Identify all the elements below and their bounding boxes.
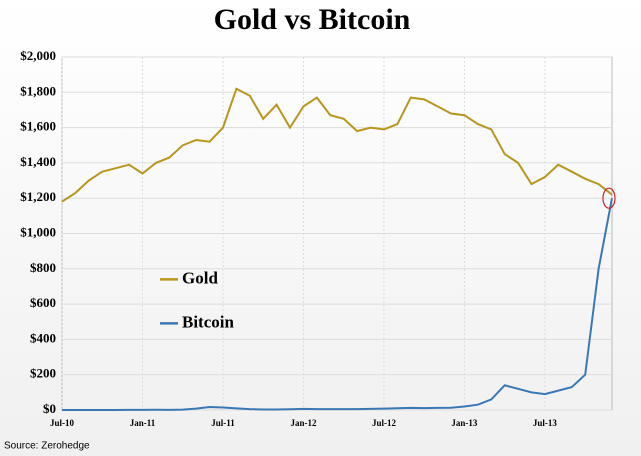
y-tick-label: $1,200 <box>20 189 56 204</box>
x-tick-label: Jul-10 <box>50 418 75 428</box>
y-tick-label: $1,000 <box>20 224 56 239</box>
source: Source: Zerohedge <box>4 441 90 452</box>
y-tick-label: $1,600 <box>20 119 56 134</box>
legend-label: Bitcoin <box>182 312 234 331</box>
highlight-circle <box>602 187 616 209</box>
y-tick-label: $400 <box>30 330 56 345</box>
series-line <box>62 198 613 411</box>
x-tick-label: Jan-11 <box>130 418 156 428</box>
x-tick-label: Jan-12 <box>290 418 317 428</box>
y-tick-label: $200 <box>30 366 56 381</box>
x-tick-label: Jul-12 <box>372 418 397 428</box>
y-tick-label: $1,400 <box>20 154 56 169</box>
x-tick-label: Jul-11 <box>211 418 235 428</box>
x-tick-label: Jan-13 <box>451 418 478 428</box>
legend-label: Gold <box>182 268 218 287</box>
series-line <box>61 87 613 203</box>
y-tick-label: $800 <box>30 260 56 275</box>
y-tick-label: $600 <box>30 295 56 310</box>
y-tick-label: $1,800 <box>20 83 56 98</box>
x-tick-label: Jul-13 <box>533 418 558 428</box>
y-tick-label: $0 <box>43 401 56 416</box>
y-tick-label: $2,000 <box>20 48 56 63</box>
chart-title: Gold vs Bitcoin <box>214 3 411 36</box>
